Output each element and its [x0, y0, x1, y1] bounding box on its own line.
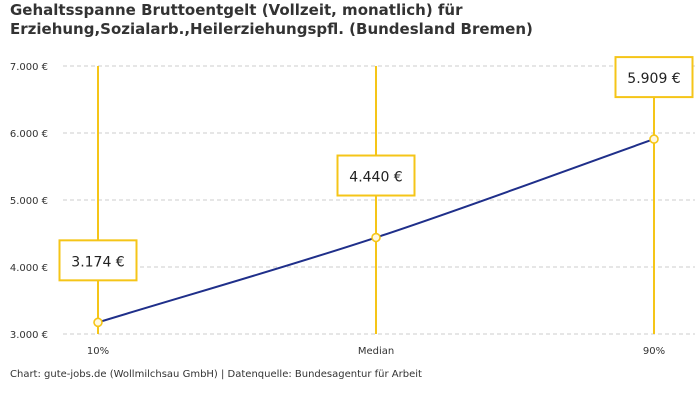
data-label-box	[614, 56, 694, 99]
x-category-label: Median	[358, 346, 394, 357]
data-label: 3.174 €	[71, 254, 124, 270]
chart-source: Chart: gute-jobs.de (Wollmilchsau GmbH) …	[10, 369, 422, 380]
y-tick-label: 6.000 €	[10, 129, 48, 140]
y-tick-label: 5.000 €	[10, 196, 48, 207]
data-point	[371, 232, 381, 243]
data-point	[93, 317, 103, 328]
data-label: 4.440 €	[349, 170, 402, 186]
x-category-label: 90%	[643, 346, 665, 357]
x-category-label: 10%	[87, 346, 109, 357]
data-label-box	[336, 154, 416, 197]
data-label: 5.909 €	[627, 71, 680, 87]
data-point	[649, 134, 659, 144]
data-label-box	[58, 239, 138, 282]
chart-title: Gehaltsspanne Bruttoentgelt (Vollzeit, m…	[10, 1, 690, 39]
y-tick-label: 4.000 €	[10, 263, 48, 274]
y-tick-label: 7.000 €	[10, 62, 48, 73]
chart-title-line-2: Erziehung,Sozialarb.,Heilerziehungspfl. …	[10, 20, 533, 38]
chart-title-line-1: Gehaltsspanne Bruttoentgelt (Vollzeit, m…	[10, 1, 463, 19]
y-tick-label: 3.000 €	[10, 330, 48, 341]
